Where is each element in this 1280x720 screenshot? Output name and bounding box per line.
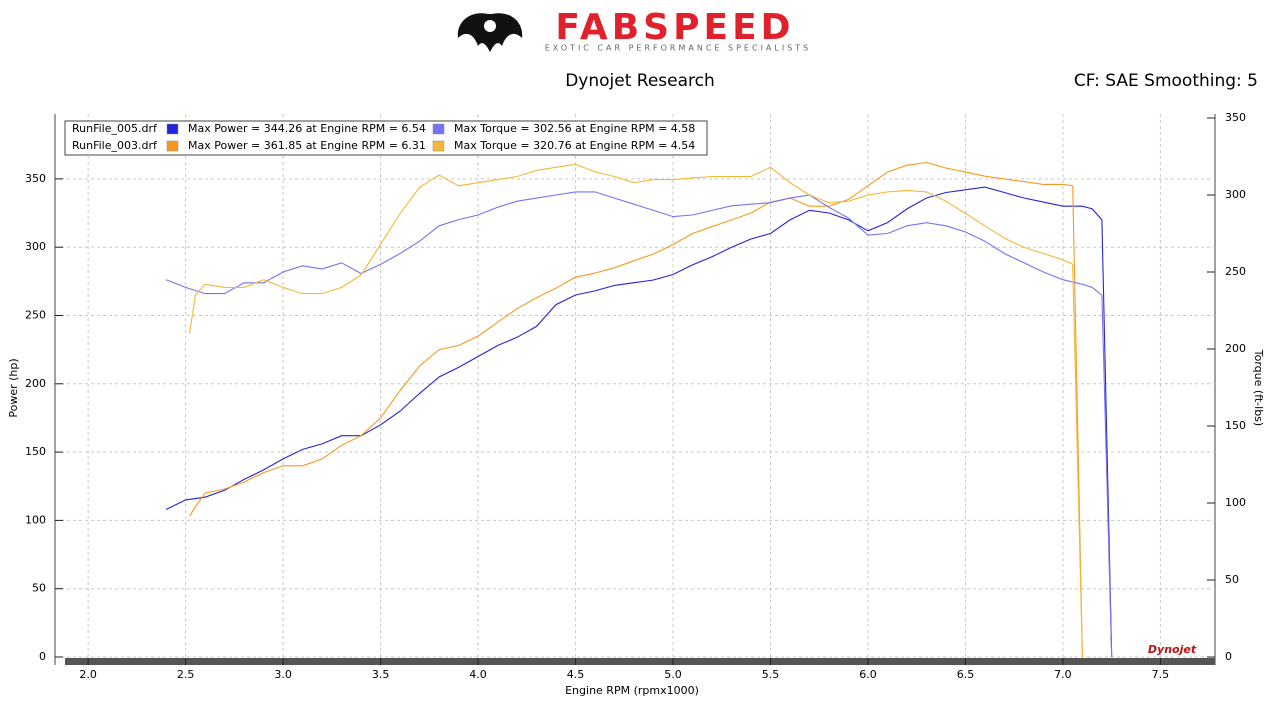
y-tick-label: 350 [25,172,46,185]
x-tick-label: 5.5 [762,668,780,681]
legend-entry: Max Torque = 302.56 at Engine RPM = 4.58 [454,122,695,135]
series-line [165,191,1113,658]
y-axis-label: Power (hp) [7,358,20,417]
y2-tick-label: 50 [1225,573,1239,586]
legend-entry: Max Power = 361.85 at Engine RPM = 6.31 [188,139,426,152]
y2-tick-label: 100 [1225,496,1246,509]
y-tick-label: 0 [39,650,46,663]
x-tick-label: 3.0 [274,668,292,681]
legend-swatch [432,123,445,135]
y2-tick-label: 150 [1225,419,1246,432]
y-tick-label: 50 [32,582,46,595]
x-tick-label: 3.5 [372,668,390,681]
legend: RunFile_005.drf RunFile_003.drf Max Power … [72,122,695,152]
legend-entry: Max Torque = 320.76 at Engine RPM = 4.54 [454,139,695,152]
y2-axis-label: Torque (ft-lbs) [1252,349,1265,426]
x-tick-label: 2.5 [177,668,195,681]
y2-tick-label: 0 [1225,650,1232,663]
y-tick-label: 200 [25,377,46,390]
x-tick-label: 6.0 [859,668,877,681]
legend-run: RunFile_003.drf [72,139,158,152]
y2-tick-label: 200 [1225,342,1246,355]
legend-entry: Max Power = 344.26 at Engine RPM = 6.54 [188,122,426,135]
tagline: EXOTIC CAR PERFORMANCE SPECIALISTS [545,44,812,53]
x-axis-bar [65,658,1215,665]
y-tick-label: 100 [25,513,46,526]
x-tick-label: 4.0 [469,668,487,681]
legend-swatch [166,123,179,135]
brand: FABSPEED [555,7,794,48]
plot: 2.0 2.5 3.0 3.5 4.0 4.5 5.0 5.5 6.0 6.5 7.0 7.5 0 50 1… [25,111,1246,681]
y2-tick-label: 250 [1225,265,1246,278]
x-tick-label: 6.5 [957,668,975,681]
logo-emblem [457,13,523,52]
y2-tick-label: 300 [1225,188,1246,201]
series-line [188,163,1083,658]
chart-title: Dynojet Research [565,71,715,91]
watermark: Dynojet [1148,643,1197,656]
x-tick-label: 5.0 [664,668,682,681]
series-line [189,161,1083,658]
x-tick-label: 2.0 [79,668,97,681]
y-tick-label: 250 [25,308,46,321]
x-tick-label: 7.0 [1054,668,1072,681]
legend-swatch [166,140,179,152]
legend-run: RunFile_005.drf [72,122,158,135]
x-tick-label: 7.5 [1152,668,1170,681]
y-tick-label: 150 [25,445,46,458]
y-tick-label: 300 [25,240,46,253]
series-line [165,186,1113,658]
x-tick-label: 4.5 [567,668,585,681]
y2-tick-label: 350 [1225,111,1246,124]
correction: CF: SAE Smoothing: 5 [1074,71,1258,91]
x-axis-label: Engine RPM (rpmx1000) [565,684,699,697]
legend-swatch [432,140,445,152]
